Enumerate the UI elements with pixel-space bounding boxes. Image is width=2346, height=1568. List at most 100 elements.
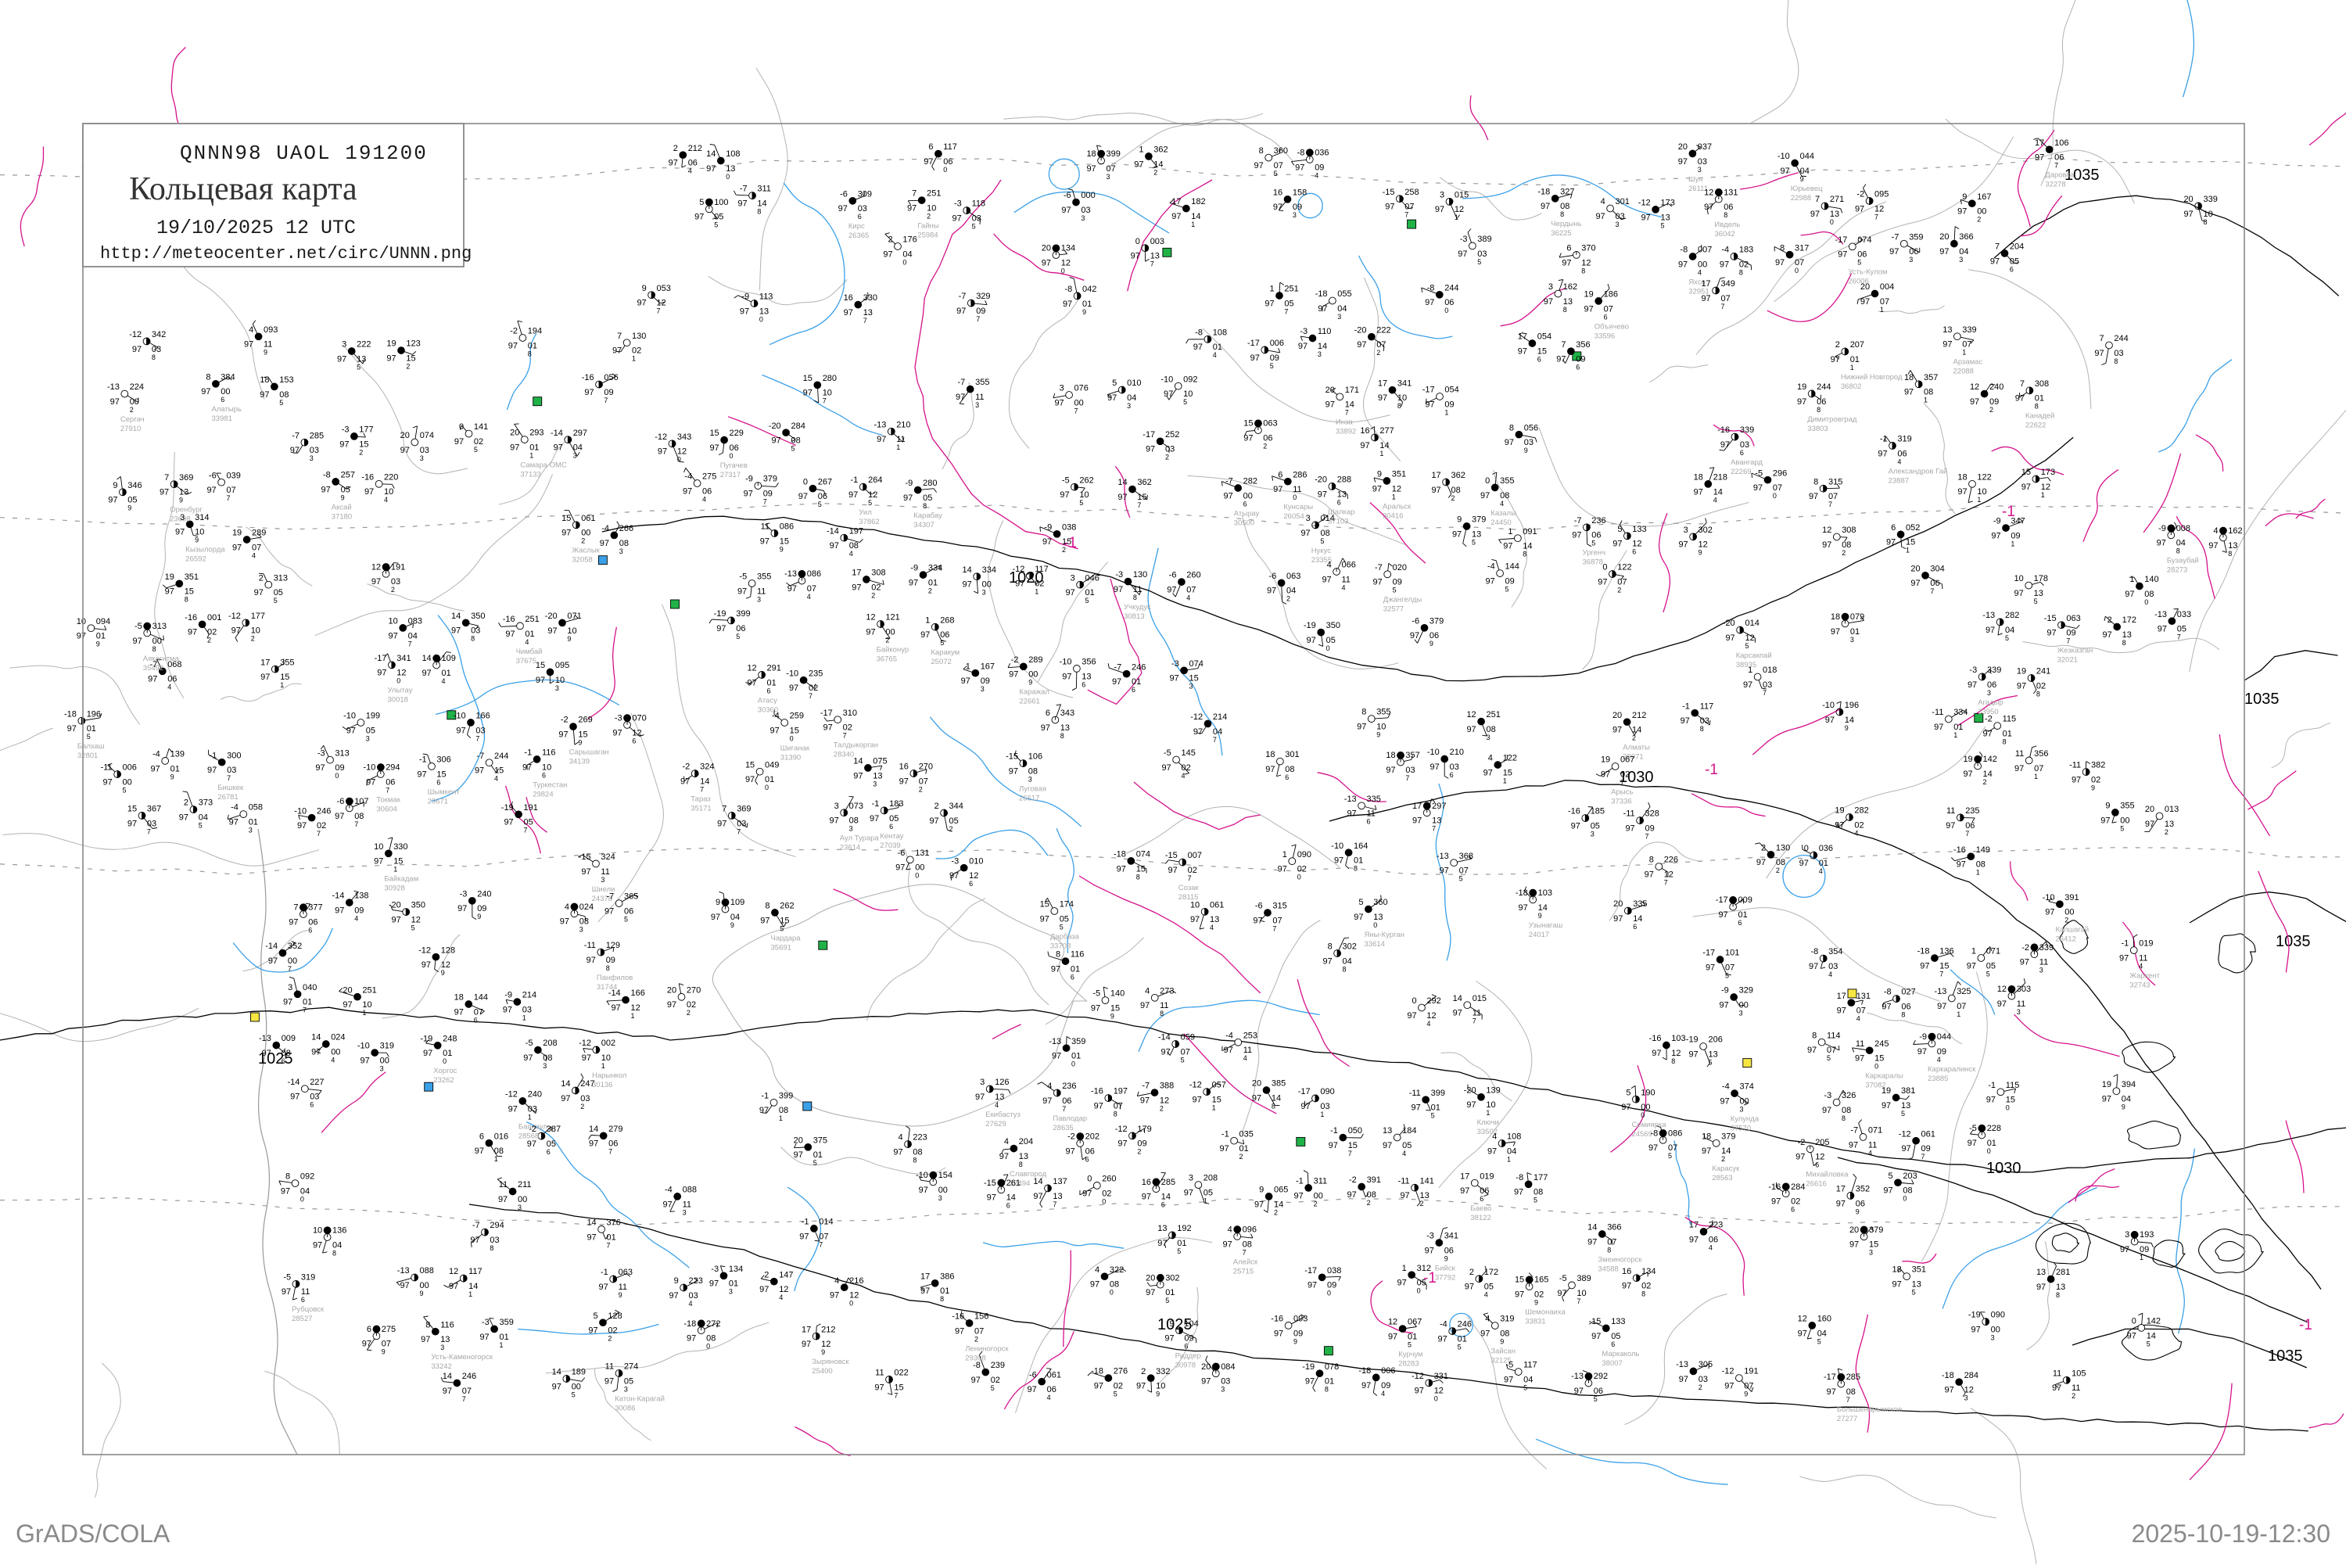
svg-text:-4: -4 [1440,1320,1447,1329]
svg-text:14: 14 [561,1079,570,1089]
svg-text:341: 341 [1397,379,1412,388]
svg-text:5: 5 [1477,258,1481,266]
svg-text:10: 10 [313,1226,322,1236]
svg-text:8: 8 [1523,551,1526,558]
svg-text:-16: -16 [1091,1087,1103,1096]
svg-text:162: 162 [1563,282,1577,292]
svg-text:7: 7 [1404,211,1408,219]
svg-text:319: 319 [301,1272,315,1282]
svg-text:001: 001 [207,613,221,623]
svg-text:7: 7 [819,1240,823,1248]
svg-text:9: 9 [441,969,445,977]
svg-text:4: 4 [1047,1082,1052,1091]
svg-text:28527: 28527 [292,1315,312,1323]
svg-text:-6: -6 [898,849,906,858]
svg-text:0: 0 [849,1300,853,1308]
svg-text:108: 108 [1507,1132,1521,1142]
svg-text:6: 6 [1367,818,1371,826]
svg-text:97: 97 [1318,490,1327,499]
svg-text:4: 4 [1047,1394,1051,1401]
svg-text:97: 97 [1480,1329,1490,1339]
svg-text:343: 343 [677,432,691,442]
svg-text:2025-10-19-12:30: 2025-10-19-12:30 [2132,1520,2330,1548]
svg-text:4: 4 [1228,1225,1232,1235]
svg-text:6: 6 [1046,709,1050,718]
svg-text:97: 97 [554,443,563,453]
svg-text:3: 3 [1684,526,1688,535]
svg-text:-11: -11 [1623,809,1635,819]
svg-text:1: 1 [2034,773,2038,780]
svg-text:289: 289 [252,529,266,538]
svg-text:315: 315 [1828,477,1842,486]
svg-text:Дарбаза: Дарбаза [1050,932,1080,941]
svg-text:20: 20 [510,429,519,438]
svg-text:33614: 33614 [1365,940,1385,949]
svg-text:-4: -4 [152,750,160,759]
svg-text:36802: 36802 [1841,382,1861,391]
svg-text:16: 16 [1360,426,1369,436]
svg-text:20: 20 [343,985,352,995]
svg-text:4: 4 [1095,1265,1099,1275]
svg-text:-4: -4 [231,803,239,813]
svg-text:006: 006 [123,763,137,773]
svg-text:-8: -8 [1680,246,1688,255]
svg-text:117: 117 [943,142,957,152]
svg-text:339: 339 [2204,195,2218,204]
svg-text:006: 006 [1381,1366,1395,1376]
svg-text:-1: -1 [419,755,427,765]
svg-text:2: 2 [207,637,211,644]
svg-text:1: 1 [494,1155,498,1163]
svg-text:3: 3 [1959,256,1963,264]
svg-text:-15: -15 [579,852,591,862]
svg-text:97: 97 [454,1007,464,1017]
svg-text:251: 251 [1284,285,1298,294]
svg-text:-7: -7 [1142,1082,1150,1091]
svg-text:344: 344 [949,802,963,811]
svg-text:8: 8 [332,1249,336,1257]
svg-text:19: 19 [1835,806,1844,816]
svg-text:97: 97 [1718,910,1727,920]
svg-text:97: 97 [1347,1190,1357,1200]
svg-text:Катон-Карагай: Катон-Карагай [615,1394,665,1403]
svg-text:-19: -19 [501,803,514,813]
svg-text:235: 235 [809,669,823,678]
svg-text:Джангелды: Джангелды [1383,596,1422,605]
svg-text:8: 8 [1325,1386,1329,1394]
svg-text:351: 351 [185,572,199,582]
svg-text:216: 216 [849,1276,863,1286]
svg-text:26365: 26365 [848,231,869,240]
svg-text:-5: -5 [1969,1124,1977,1133]
svg-text:388: 388 [1160,1082,1174,1091]
svg-text:97: 97 [1042,259,1051,268]
svg-text:97: 97 [683,486,692,496]
svg-text:-17: -17 [1702,949,1715,958]
svg-text:379: 379 [1869,1225,1883,1235]
svg-text:Чардара: Чардара [771,934,802,942]
svg-text:97: 97 [588,1326,597,1336]
svg-text:25400: 25400 [812,1367,832,1376]
svg-text:35691: 35691 [771,943,791,952]
svg-text:97: 97 [2127,1331,2136,1340]
svg-text:8: 8 [940,1295,944,1303]
svg-text:37336: 37336 [1611,797,1631,806]
svg-text:12: 12 [1970,382,1979,392]
svg-text:-8: -8 [1811,947,1819,956]
svg-text:-2: -2 [1011,655,1019,665]
svg-text:17: 17 [1701,279,1710,289]
svg-text:5: 5 [1617,525,1622,534]
svg-text:4: 4 [1819,867,1823,875]
svg-text:379: 379 [1429,616,1444,626]
svg-text:105: 105 [2072,1369,2086,1378]
svg-text:-13: -13 [107,382,120,392]
svg-text:97: 97 [877,435,886,444]
svg-text:-17: -17 [1298,1087,1311,1096]
svg-text:292: 292 [1426,996,1440,1006]
svg-text:357: 357 [1924,373,1938,382]
svg-text:-3: -3 [482,1318,490,1327]
svg-text:7: 7 [1188,874,1192,882]
svg-text:97: 97 [508,341,518,350]
svg-text:97: 97 [584,388,594,397]
svg-text:5: 5 [868,499,872,507]
svg-text:065: 065 [1274,1186,1288,1195]
svg-text:97: 97 [262,1049,271,1058]
